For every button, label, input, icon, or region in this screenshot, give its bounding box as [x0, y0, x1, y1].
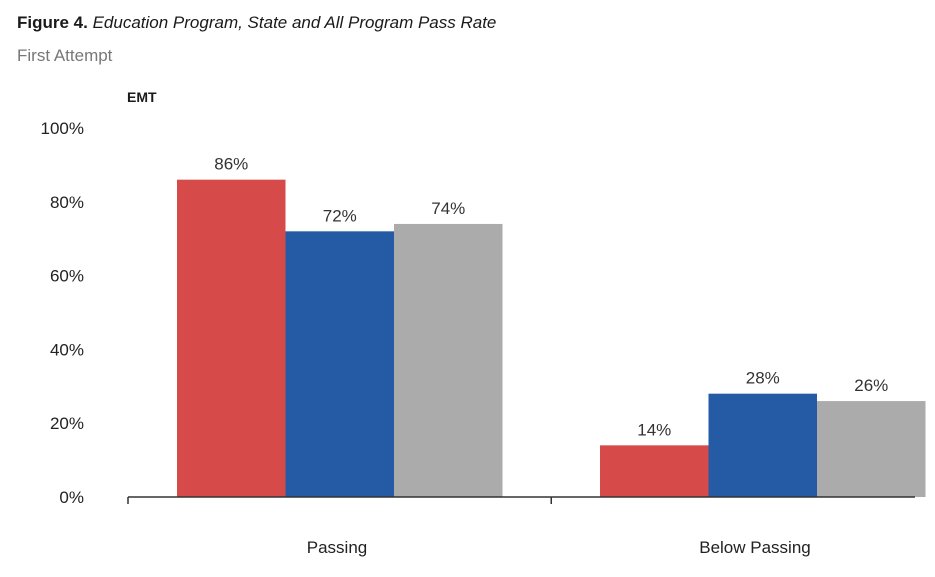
bar: [285, 231, 394, 497]
y-tick-label: 100%: [41, 119, 84, 138]
bar: [177, 179, 286, 497]
panel-label: EMT: [127, 89, 157, 105]
x-category-label: Passing: [307, 538, 367, 557]
bar: [817, 401, 926, 497]
bars: 86% 72% 74% 14% 28% 26%: [177, 155, 926, 497]
bar-value-label: 26%: [854, 376, 888, 395]
x-category-label: Below Passing: [699, 538, 811, 557]
bar: [394, 223, 503, 497]
bar: [600, 445, 709, 497]
figure-title: Figure 4. Education Program, State and A…: [17, 13, 496, 33]
y-tick-label: 0%: [59, 488, 84, 507]
bar: [708, 393, 817, 497]
bar-value-label: 74%: [431, 199, 465, 218]
y-tick-label: 20%: [50, 414, 84, 433]
bar-value-label: 72%: [323, 206, 357, 225]
y-axis: 0% 20% 40% 60% 80% 100%: [41, 119, 84, 507]
figure-label: Figure 4.: [17, 13, 88, 32]
bar-value-label: 86%: [214, 155, 248, 174]
y-tick-label: 60%: [50, 267, 84, 286]
bar-value-label: 28%: [746, 369, 780, 388]
x-axis: Passing Below Passing: [127, 496, 915, 557]
figure-subtitle: First Attempt: [17, 46, 113, 65]
y-tick-label: 40%: [50, 340, 84, 359]
bar-value-label: 14%: [637, 420, 671, 439]
figure-title-text: Education Program, State and All Program…: [92, 13, 497, 32]
y-tick-label: 80%: [50, 193, 84, 212]
